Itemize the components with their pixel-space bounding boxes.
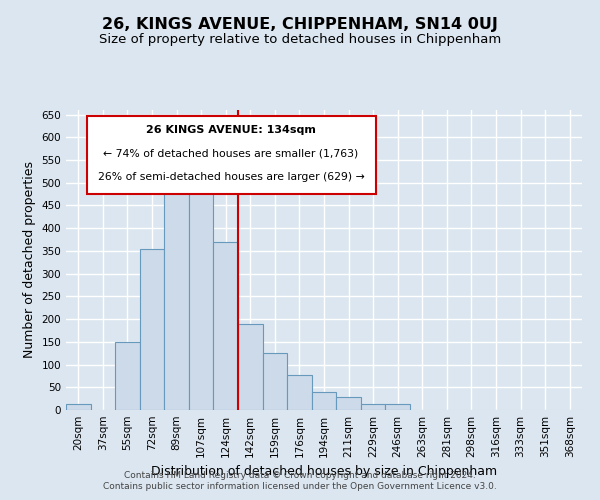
Y-axis label: Number of detached properties: Number of detached properties xyxy=(23,162,36,358)
FancyBboxPatch shape xyxy=(86,116,376,194)
Bar xyxy=(214,242,238,410)
Text: Contains HM Land Registry data © Crown copyright and database right 2024.: Contains HM Land Registry data © Crown c… xyxy=(124,471,476,480)
Text: ← 74% of detached houses are smaller (1,763): ← 74% of detached houses are smaller (1,… xyxy=(103,148,359,158)
Text: Contains public sector information licensed under the Open Government Licence v3: Contains public sector information licen… xyxy=(103,482,497,491)
Bar xyxy=(263,353,287,410)
Bar xyxy=(336,398,361,410)
Bar xyxy=(238,324,263,410)
Text: 26, KINGS AVENUE, CHIPPENHAM, SN14 0UJ: 26, KINGS AVENUE, CHIPPENHAM, SN14 0UJ xyxy=(102,18,498,32)
Bar xyxy=(287,374,312,410)
Bar xyxy=(189,180,214,410)
Bar xyxy=(140,248,164,410)
Bar xyxy=(312,392,336,410)
Bar xyxy=(115,342,140,410)
Text: 26% of semi-detached houses are larger (629) →: 26% of semi-detached houses are larger (… xyxy=(98,172,364,182)
Bar xyxy=(361,404,385,410)
X-axis label: Distribution of detached houses by size in Chippenham: Distribution of detached houses by size … xyxy=(151,466,497,478)
Bar xyxy=(385,404,410,410)
Text: 26 KINGS AVENUE: 134sqm: 26 KINGS AVENUE: 134sqm xyxy=(146,125,316,135)
Bar xyxy=(164,169,189,410)
Text: Size of property relative to detached houses in Chippenham: Size of property relative to detached ho… xyxy=(99,32,501,46)
Bar xyxy=(66,404,91,410)
